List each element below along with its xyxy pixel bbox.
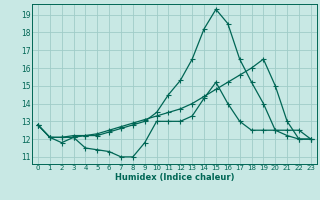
X-axis label: Humidex (Indice chaleur): Humidex (Indice chaleur) bbox=[115, 173, 234, 182]
